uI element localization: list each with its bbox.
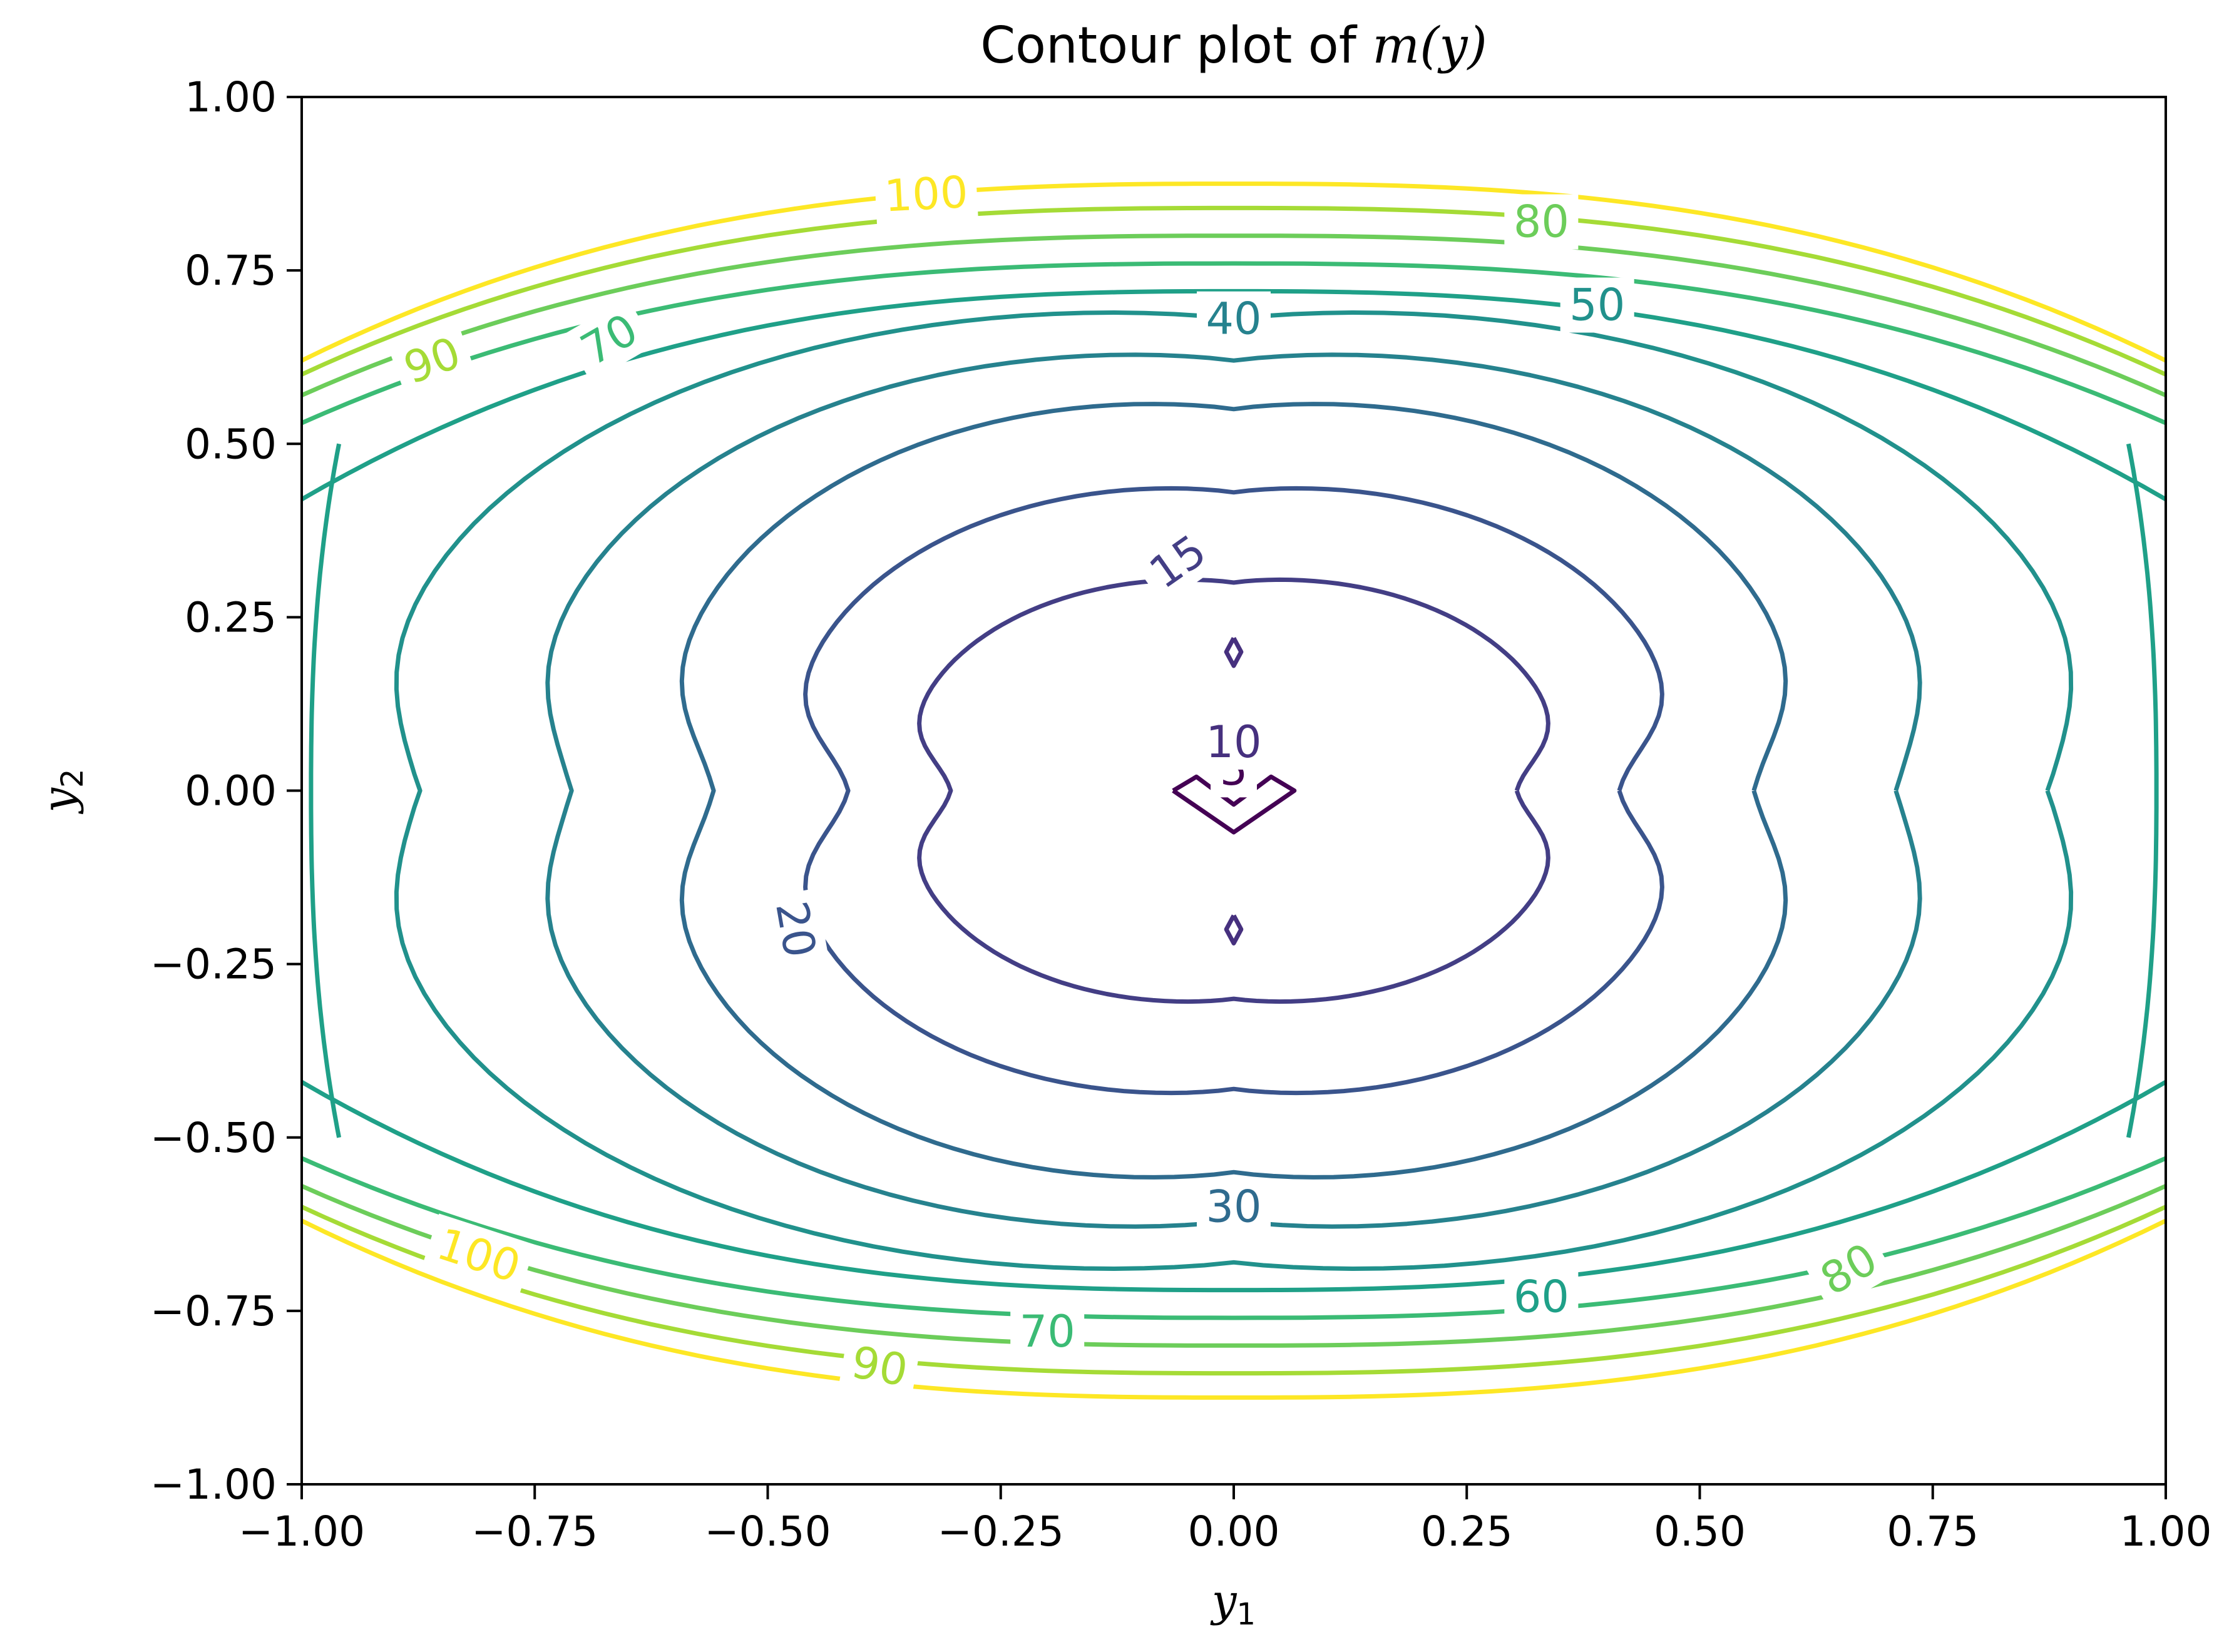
contour-label-text: 50 [1569, 280, 1625, 331]
y-axis-label-main: y [33, 787, 85, 815]
contour-label-text: 30 [1206, 1181, 1261, 1233]
y-axis-label: y2 [33, 768, 90, 814]
contour-label-100: 100 [874, 164, 978, 225]
contour-label-100: 100 [422, 1213, 536, 1298]
contour-line-90 [300, 1205, 2167, 1376]
x-tick-label: 0.00 [1188, 1507, 1280, 1556]
axes: −1.00 −0.75 −0.50 −0.25 0.00 0.25 0.50 0.75 1.00… [33, 73, 2211, 1632]
contour-line-10 [1224, 636, 1244, 668]
contour-label-text: 70 [1020, 1306, 1075, 1357]
contour-line-10 [1224, 914, 1244, 946]
contour-label-90: 90 [387, 322, 476, 399]
contour-label-70: 70 [563, 297, 655, 382]
contour-label-40: 40 [1197, 291, 1271, 347]
contour-label-60: 60 [1504, 1269, 1579, 1325]
contour-line-80 [300, 233, 2167, 397]
x-tick-label: 0.25 [1421, 1507, 1513, 1556]
contour-label-30: 30 [1197, 1179, 1271, 1235]
contour-label-text: 20 [766, 897, 826, 961]
x-tick-label: −1.00 [238, 1507, 365, 1556]
contour-label-text: 10 [1206, 716, 1261, 768]
contour-label-text: 40 [1206, 293, 1261, 345]
contour-line-60 [2126, 443, 2159, 1138]
contour-line-30 [679, 402, 1788, 1180]
contour-label-80: 80 [1504, 194, 1579, 250]
contour-line-100 [300, 181, 2167, 363]
x-tick-label: 0.75 [1887, 1507, 1979, 1556]
contour-label-text: 60 [1514, 1272, 1569, 1323]
contour-label-10: 10 [1197, 714, 1271, 770]
chart-title: Contour plot of m(y) [980, 16, 1487, 74]
x-axis-label: y1 [1210, 1575, 1256, 1632]
y-tick-label: −0.25 [150, 941, 277, 989]
x-tick-label: −0.25 [938, 1507, 1064, 1556]
contour-line-60 [309, 443, 342, 1138]
contour-label-text: 100 [883, 166, 970, 222]
x-axis-label-sub: 1 [1237, 1597, 1256, 1632]
contour-label-70: 70 [1010, 1304, 1085, 1360]
y-tick-label: −0.50 [150, 1114, 277, 1162]
contour-line-5 [1172, 774, 1297, 835]
x-axis-label-main: y [1210, 1575, 1237, 1626]
y-tick-label: 0.25 [185, 593, 277, 641]
y-tick-label: 0.00 [185, 767, 277, 815]
contour-label-90: 90 [838, 1332, 921, 1400]
y-tick-label: −0.75 [150, 1287, 277, 1335]
contour-label-15: 15 [1132, 518, 1224, 606]
contour-line-50 [394, 310, 2074, 1271]
title-math: m(y) [1372, 16, 1487, 74]
y-axis-label-sub: 2 [55, 768, 90, 788]
x-tick-label: −0.75 [471, 1507, 598, 1556]
y-tick-label: 0.50 [185, 420, 277, 468]
x-tick-label: 1.00 [2120, 1507, 2212, 1556]
y-tick-label: 1.00 [185, 73, 277, 121]
contour-line-100 [300, 1218, 2167, 1400]
contour-label-20: 20 [762, 888, 829, 971]
contour-line-15 [917, 577, 1550, 1004]
contour-line-60 [300, 1080, 2167, 1293]
y-tick-label: −1.00 [150, 1461, 277, 1509]
contour-line-90 [300, 205, 2167, 377]
contour-label-text: 80 [1514, 196, 1569, 248]
chart-title-text: Contour plot of m(y) [980, 16, 1487, 74]
y-tick-label: 0.75 [185, 247, 277, 295]
x-tick-label: 0.50 [1654, 1507, 1746, 1556]
contour-line-20 [803, 486, 1664, 1096]
title-prefix: Contour plot of [980, 16, 1372, 74]
x-tick-label: −0.50 [704, 1507, 831, 1556]
contour-label-50: 50 [1560, 277, 1634, 333]
contour-label-text: 90 [848, 1336, 911, 1396]
contour-line-40 [545, 352, 1922, 1229]
